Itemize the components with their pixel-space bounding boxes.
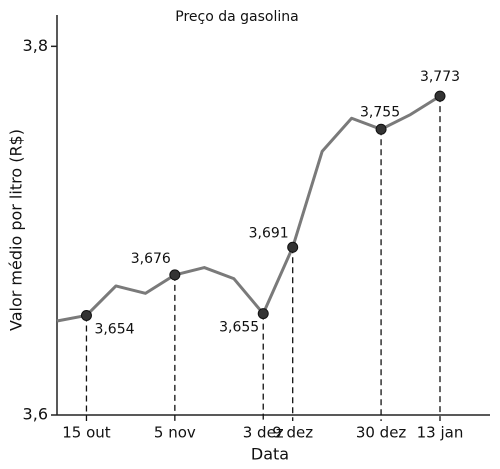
x-tick-label: 3 dez — [243, 424, 284, 442]
data-label: 3,755 — [360, 104, 400, 120]
point — [375, 123, 387, 135]
y-axis-label: Valor médio por litro (R$) — [7, 129, 26, 331]
point — [80, 309, 92, 321]
data-label: 3,655 — [219, 320, 259, 336]
x-tick-label: 30 dez — [356, 424, 407, 442]
x-tick-label: 5 nov — [154, 424, 196, 442]
x-tick-label: 13 jan — [417, 424, 464, 442]
data-label: 3,773 — [420, 69, 460, 85]
x-tick-label: 15 out — [62, 424, 111, 442]
data-label: 3,691 — [249, 225, 289, 241]
point — [257, 308, 269, 320]
data-label: 3,676 — [131, 251, 171, 267]
point — [169, 269, 181, 281]
x-axis-label: Data — [251, 445, 289, 464]
point — [287, 241, 299, 253]
y-tick-label: 3,8 — [23, 36, 48, 55]
y-tick-label: 3,6 — [23, 405, 48, 424]
data-label: 3,654 — [94, 321, 134, 337]
x-tick-label: 9 dez — [272, 424, 313, 442]
chart-title: Preço da gasolina — [175, 9, 298, 25]
point — [434, 90, 446, 102]
